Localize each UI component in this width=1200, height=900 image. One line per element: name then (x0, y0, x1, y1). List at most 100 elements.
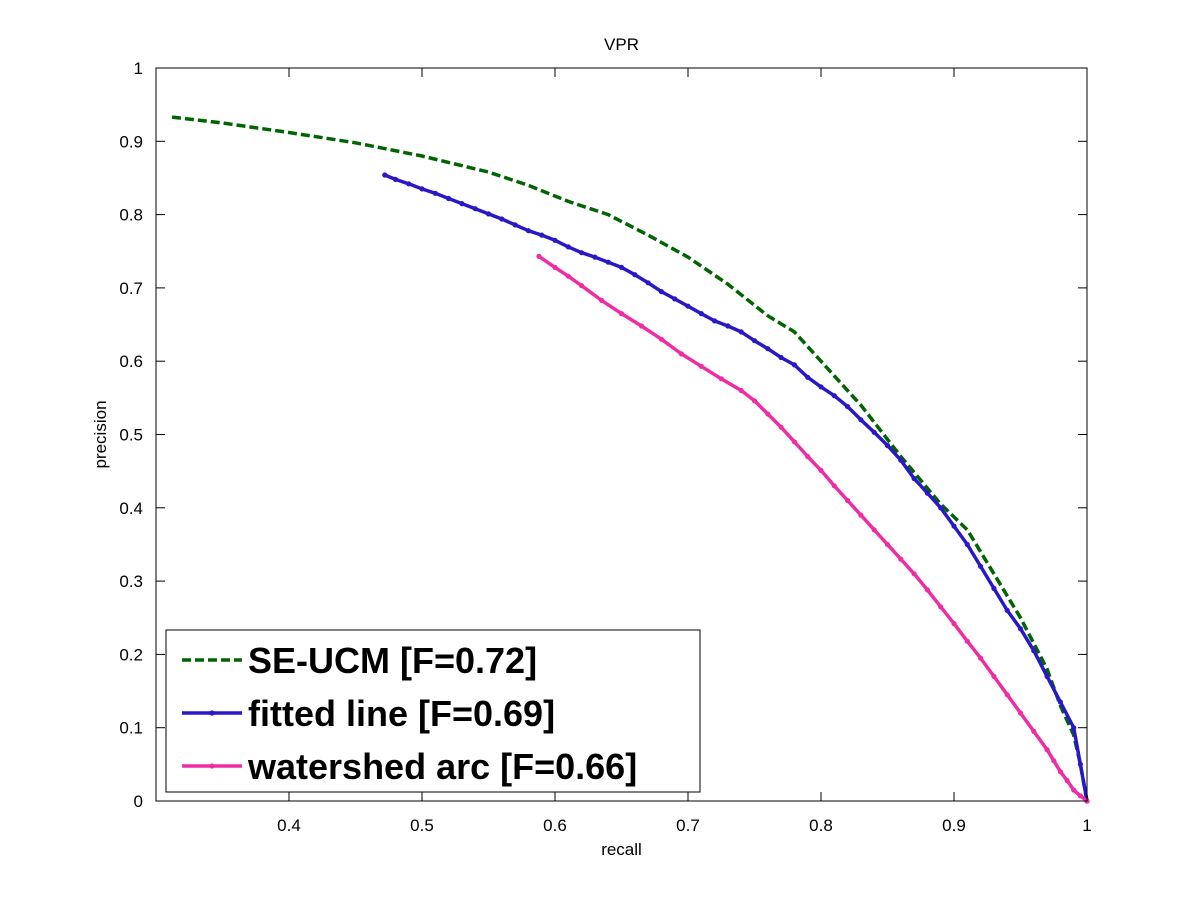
series-2-point (539, 232, 545, 238)
series-2-point (499, 216, 505, 222)
series-2-point (738, 329, 744, 335)
series-3-point (638, 323, 645, 329)
y-tick-label: 0.9 (119, 132, 143, 151)
series-3-point (1071, 787, 1077, 793)
y-tick-label: 0.8 (119, 206, 143, 225)
series-2-point (765, 346, 771, 352)
series-2-point (552, 237, 558, 243)
series-3-point (991, 673, 997, 680)
series-2-point (632, 272, 638, 278)
series-2-point (565, 244, 571, 250)
series-3-point (951, 621, 957, 627)
series-3-point (978, 655, 984, 661)
series-2-point (845, 404, 851, 410)
series-2-point (1044, 673, 1050, 680)
series-3-point (911, 571, 917, 577)
x-tick-label: 1 (1082, 816, 1091, 835)
series-3-point (884, 541, 891, 548)
series-2-point (592, 254, 598, 260)
x-tick-label: 0.5 (410, 816, 434, 835)
series-line-1 (171, 115, 1089, 802)
series-2-point (485, 211, 492, 217)
series-3-point (751, 398, 758, 404)
series-2-point (884, 442, 891, 449)
y-tick-label: 0.4 (119, 499, 143, 518)
series-3-point (898, 556, 904, 562)
series-2-point (406, 181, 412, 187)
series-2-point (978, 563, 984, 570)
series-3-point (698, 363, 704, 369)
series-2-point (382, 172, 388, 178)
series-2-point (818, 384, 824, 390)
series-2-point (446, 195, 452, 202)
series-3-point (1031, 728, 1037, 735)
legend-marker-2 (209, 710, 215, 716)
series-3-point (658, 336, 665, 342)
x-axis-label: recall (601, 840, 642, 859)
x-tick-label: 0.7 (676, 816, 700, 835)
y-axis-label: precision (91, 400, 110, 468)
series-3-point (1044, 747, 1050, 753)
series-3-point (765, 411, 771, 417)
series-2-point (1017, 626, 1024, 632)
series-2-point (685, 303, 691, 309)
series-2-point (858, 417, 864, 423)
series-2-point (419, 186, 425, 192)
y-tick-label: 0 (134, 792, 143, 811)
series-2-point (618, 264, 625, 270)
series-2-point (1071, 725, 1077, 731)
legend: SE-UCM [F=0.72] fitted line [F=0.69] water… (165, 629, 701, 793)
series-2-point (472, 206, 478, 212)
series-2-point (751, 338, 758, 344)
series-2-point (1077, 761, 1083, 768)
x-tick-label: 0.4 (277, 816, 301, 835)
y-tick-label: 0.2 (119, 645, 143, 664)
series-2-point (938, 505, 944, 511)
series-3-point (579, 283, 585, 289)
series-3-point (778, 424, 784, 430)
series-2-point (924, 490, 931, 496)
series-3-point (845, 497, 851, 504)
series-2-point (951, 523, 957, 529)
y-tick-label: 0.5 (119, 426, 143, 445)
series-3-point (738, 387, 744, 394)
series-3-point (678, 351, 685, 357)
legend-label-3: watershed arc [F=0.66] (247, 746, 637, 787)
series-2-point (712, 318, 718, 324)
series-3-point (964, 638, 970, 644)
series-2-point (512, 222, 518, 228)
series-2-point (831, 393, 837, 399)
series-3-point (718, 376, 724, 382)
series-3-point (1064, 777, 1070, 784)
chart-title: VPR (604, 35, 639, 54)
series-3-point (924, 587, 931, 593)
series-3-point (805, 453, 811, 460)
series-2-point (392, 176, 398, 182)
series-3-point (818, 467, 824, 473)
series-3-point (536, 253, 542, 259)
series-2-point (911, 475, 917, 482)
y-tick-label: 0.7 (119, 279, 143, 298)
series-2-point (1057, 699, 1063, 705)
series-2-point (672, 296, 678, 302)
series-2-point (1004, 607, 1010, 614)
y-tick-label: 0.6 (119, 352, 143, 371)
axes-layer: 0.4 0.5 0.6 0.7 0.8 0.9 1 0 0.1 0.2 0.3 0.4 0.5 0.6 0.… (119, 59, 1091, 835)
series-2-point (605, 259, 611, 265)
series-3-point (1077, 793, 1083, 799)
series-3-point (831, 483, 837, 489)
series-2-point (991, 585, 997, 592)
series-3-point (1051, 758, 1057, 764)
series-2-point (805, 374, 811, 380)
series-2-point (791, 362, 798, 368)
series-2-point (898, 457, 904, 463)
series-3-point (1004, 692, 1010, 698)
series-3-point (871, 527, 877, 533)
series-2-point (871, 429, 877, 435)
series-3-point (1057, 769, 1063, 775)
series-2-point (432, 190, 438, 196)
x-tick-label: 0.6 (543, 816, 567, 835)
legend-label-1: SE-UCM [F=0.72] (248, 640, 537, 681)
series-2-point (725, 323, 731, 329)
